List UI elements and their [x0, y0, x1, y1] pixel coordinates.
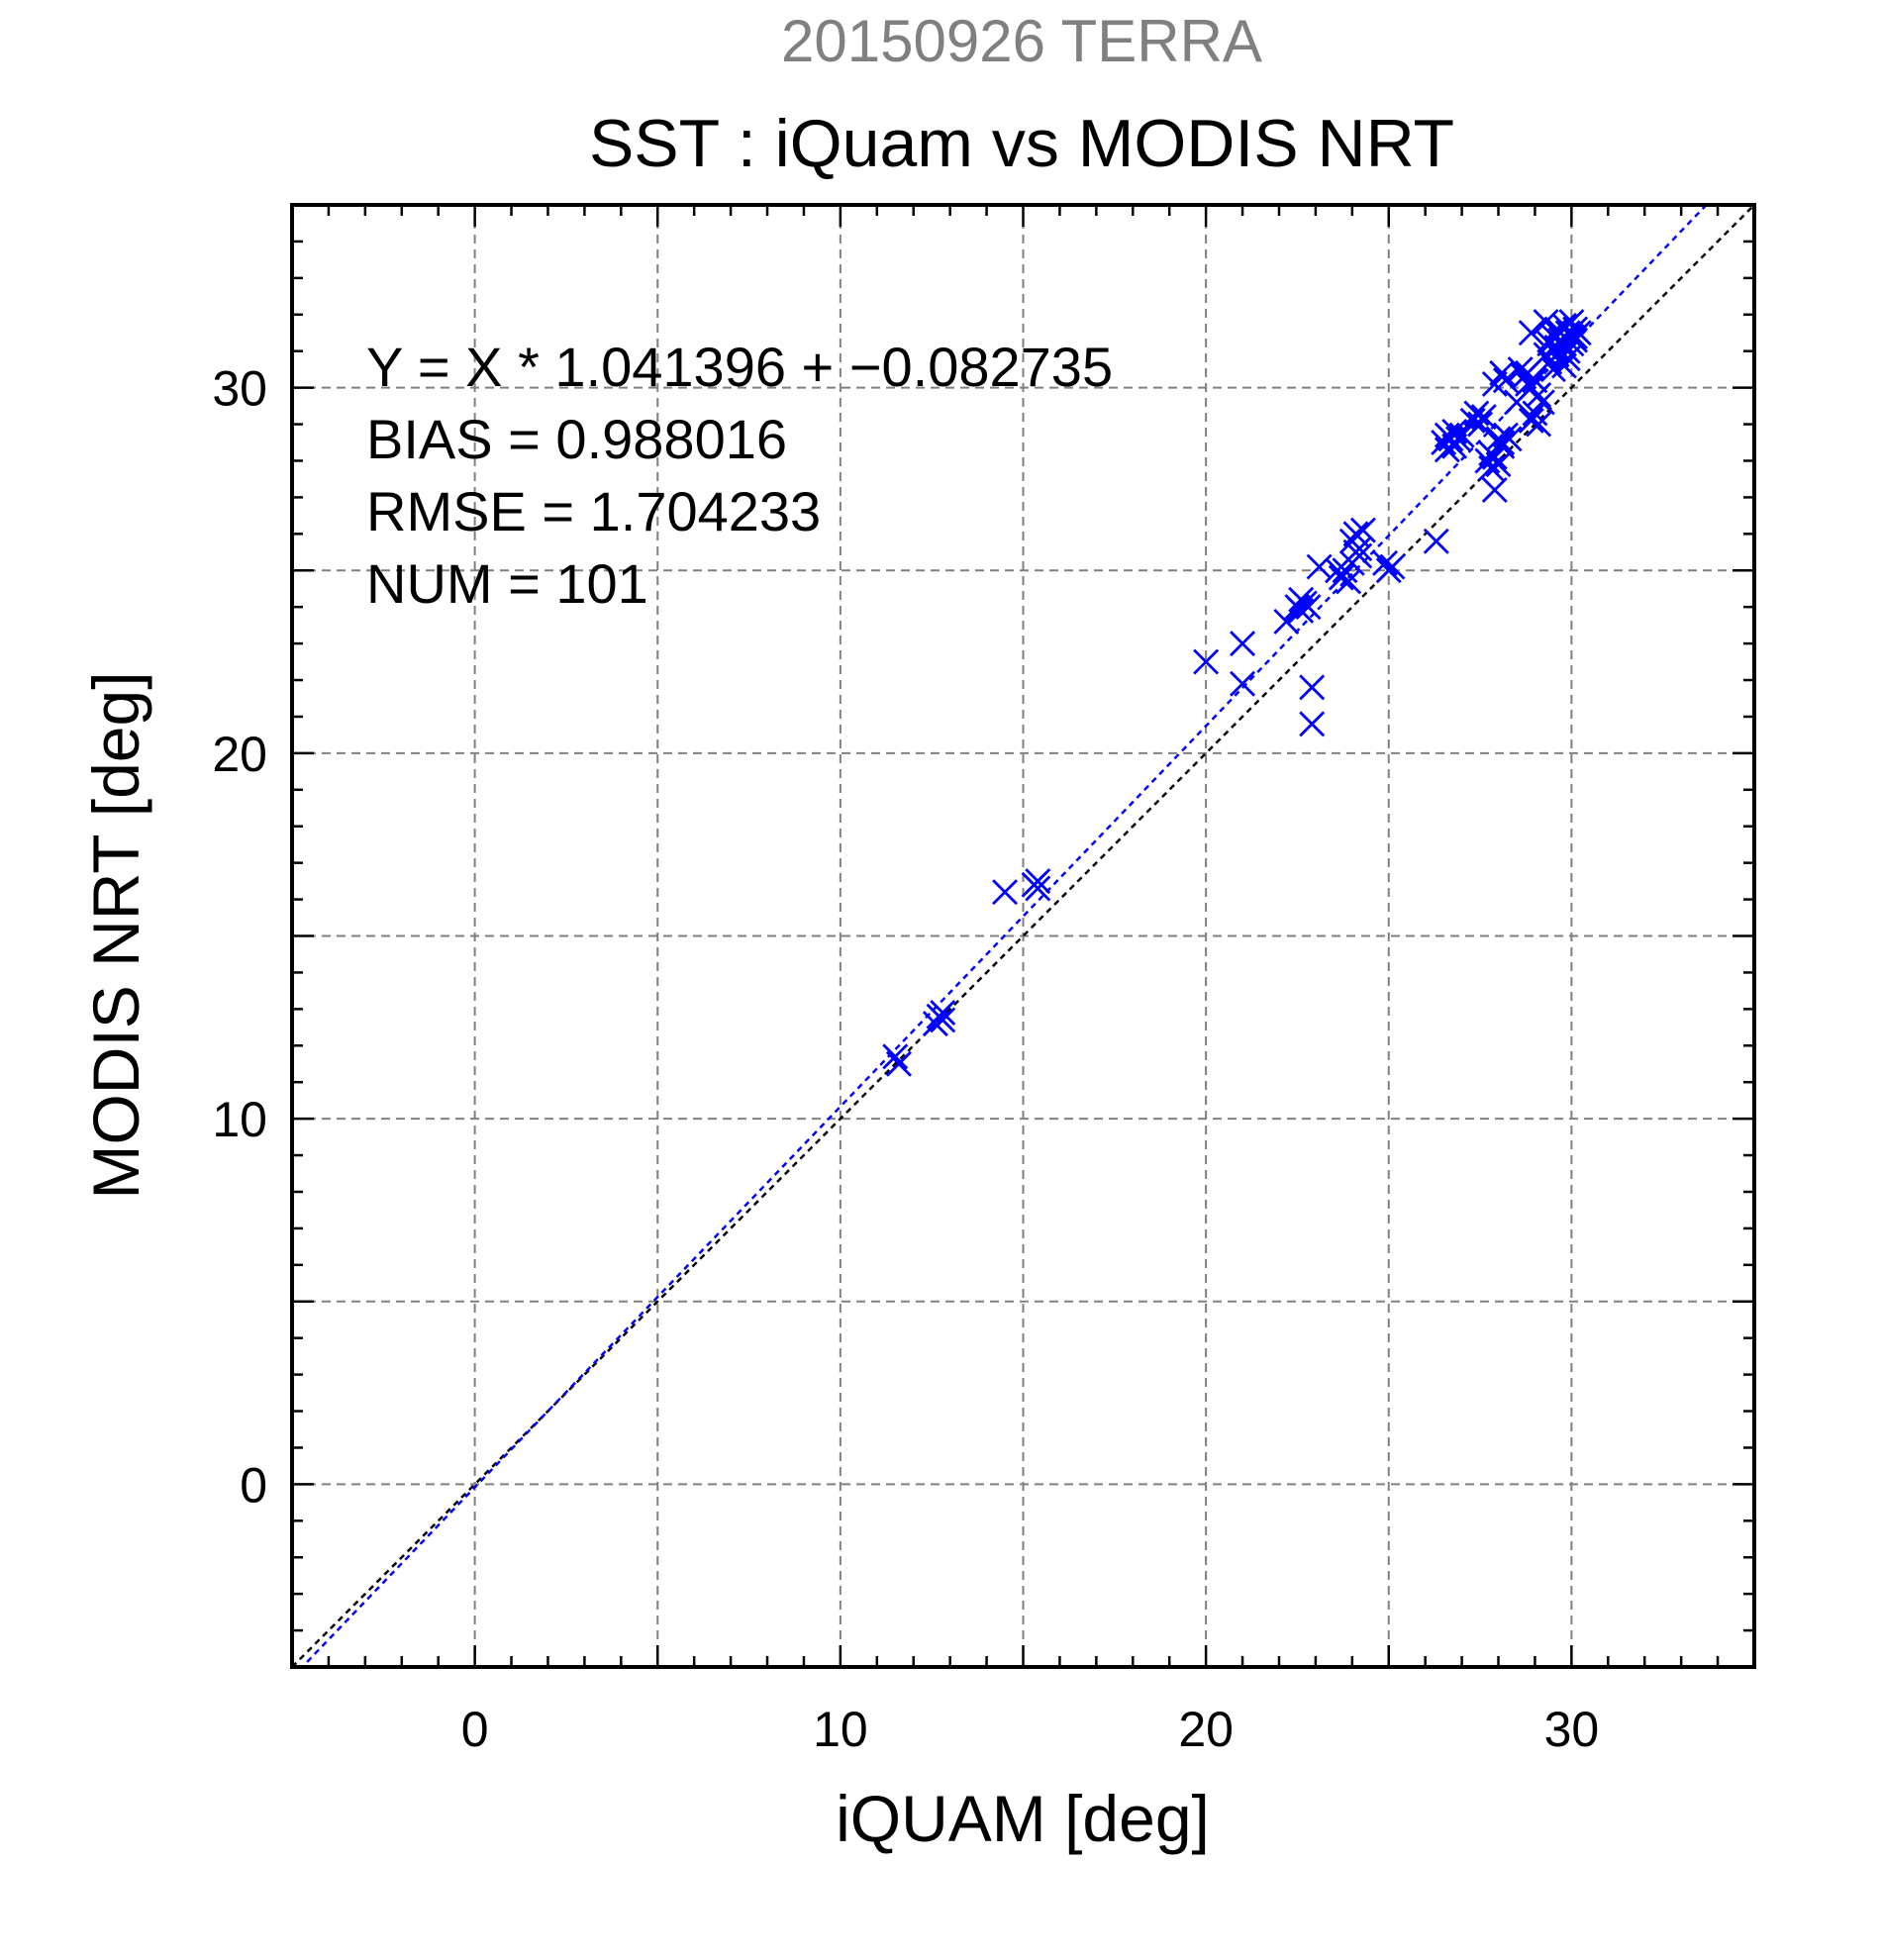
data-point	[1489, 359, 1516, 386]
data-point	[992, 879, 1019, 906]
data-point	[1481, 477, 1508, 504]
data-point	[1299, 674, 1326, 701]
data-point	[1423, 528, 1449, 554]
data-point	[1562, 323, 1589, 349]
data-point	[1526, 411, 1552, 438]
identity-line	[292, 205, 1754, 1667]
reference-lines	[292, 205, 1754, 1667]
data-point	[1470, 404, 1497, 431]
y-tick-label: 10	[212, 1092, 267, 1147]
chart-title: SST : iQuam vs MODIS NRT	[589, 106, 1454, 181]
data-point	[1349, 517, 1376, 543]
data-point	[1526, 382, 1552, 408]
data-point	[882, 1043, 909, 1070]
data-point	[1328, 564, 1354, 591]
data-point	[1543, 335, 1570, 360]
x-tick-label: 0	[461, 1702, 489, 1757]
data-point	[930, 1000, 956, 1027]
data-point	[930, 1007, 956, 1033]
data-point	[885, 1050, 912, 1077]
data-point	[1379, 553, 1406, 580]
chart-supertitle: 20150926 TERRA	[781, 8, 1262, 74]
data-point	[1489, 433, 1516, 459]
data-point	[1551, 352, 1577, 379]
data-point	[1489, 430, 1516, 456]
data-point	[1342, 521, 1369, 547]
data-point	[1522, 367, 1548, 394]
rmse-text: RMSE = 1.704233	[366, 480, 821, 542]
data-point	[1342, 539, 1369, 565]
x-tick-label: 30	[1544, 1702, 1600, 1757]
y-tick-labels: 0 10 20 30	[212, 361, 267, 1514]
data-point	[1558, 323, 1585, 349]
data-point	[1295, 594, 1322, 621]
y-tick-label: 20	[212, 727, 267, 782]
y-tick-label: 30	[212, 361, 267, 417]
regression-fit-line	[300, 205, 1709, 1667]
data-point	[1533, 342, 1559, 368]
data-point	[1230, 670, 1256, 697]
num-text: NUM = 101	[366, 552, 648, 615]
data-point	[1507, 356, 1534, 383]
data-point	[1025, 875, 1051, 902]
y-tick-label: 0	[240, 1457, 267, 1513]
data-point	[1193, 648, 1220, 675]
fit-equation-text: Y = X * 1.041396 + −0.082735	[366, 336, 1113, 398]
stats-annotations: Y = X * 1.041396 + −0.082735 BIAS = 0.98…	[366, 336, 1113, 615]
data-point	[1230, 631, 1256, 657]
plot-frame	[290, 203, 1756, 1669]
data-point	[1288, 597, 1315, 624]
grid-lines	[292, 205, 1754, 1667]
data-point	[1025, 868, 1051, 895]
bias-text: BIAS = 0.988016	[366, 408, 787, 470]
data-point	[1529, 389, 1555, 416]
x-tick-label: 20	[1178, 1702, 1234, 1757]
x-axis-label: iQUAM [deg]	[836, 1782, 1210, 1855]
data-point	[1518, 407, 1544, 434]
data-point	[1306, 553, 1333, 580]
data-point	[1518, 320, 1544, 346]
y-axis-label: MODIS NRT [deg]	[79, 671, 152, 1199]
data-point	[1299, 711, 1326, 737]
data-point	[922, 1011, 948, 1037]
x-tick-label: 10	[813, 1702, 868, 1757]
data-points	[882, 309, 1592, 1077]
x-tick-labels: 0 10 20 30	[461, 1702, 1599, 1757]
data-point	[1434, 437, 1460, 463]
data-point	[1372, 549, 1399, 576]
data-point	[1467, 411, 1494, 438]
data-point	[1441, 418, 1468, 444]
